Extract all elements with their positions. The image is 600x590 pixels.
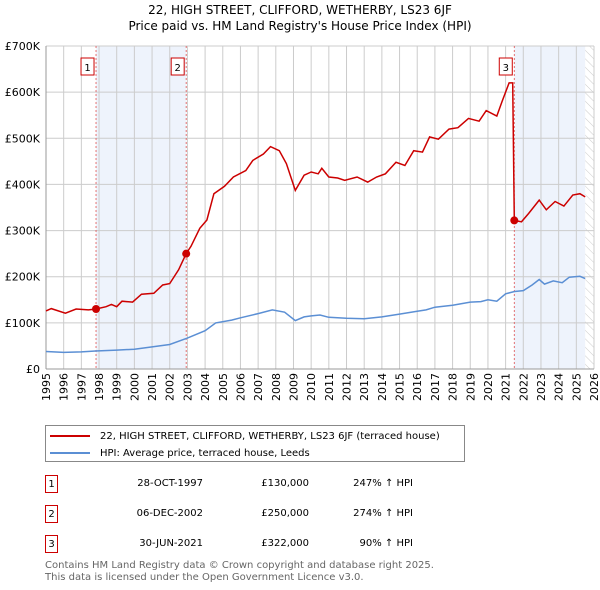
sale-label: 1	[84, 63, 90, 74]
x-tick-label: 2000	[128, 373, 141, 401]
x-tick-label: 2010	[305, 373, 318, 401]
footer-copyright: Contains HM Land Registry data © Crown c…	[45, 560, 434, 571]
y-tick-label: £400K	[5, 178, 41, 191]
x-tick-label: 2014	[376, 373, 389, 401]
x-tick-label: 2023	[535, 373, 548, 401]
sale-label: 3	[503, 63, 509, 74]
legend-swatch-hpi	[50, 452, 90, 454]
x-tick-label: 2021	[500, 373, 513, 401]
footer-licence: This data is licensed under the Open Gov…	[45, 572, 364, 583]
transaction-date: 06-DEC-2002	[136, 508, 203, 519]
chart-subtitle: Price paid vs. HM Land Registry's House …	[128, 19, 472, 33]
x-tick-label: 2008	[270, 373, 283, 401]
transaction-marker: 2	[45, 505, 58, 523]
transaction-date: 30-JUN-2021	[139, 538, 203, 549]
property-price-line	[45, 82, 586, 314]
x-tick-label: 1995	[40, 373, 53, 401]
forecast-hatch	[585, 46, 594, 369]
transaction-row: 1 28-OCT-1997 £130,000 247% ↑ HPI	[45, 475, 465, 495]
legend-label: 22, HIGH STREET, CLIFFORD, WETHERBY, LS2…	[100, 430, 440, 442]
x-tick-label: 2005	[217, 373, 230, 401]
transaction-date: 28-OCT-1997	[137, 478, 203, 489]
x-tick-label: 2013	[358, 373, 371, 401]
sale-label-box	[498, 57, 513, 76]
shaded-range	[96, 46, 187, 369]
x-tick-label: 2018	[447, 373, 460, 401]
transaction-row: 2 06-DEC-2002 £250,000 274% ↑ HPI	[45, 505, 465, 525]
y-tick-label: £0	[26, 363, 40, 376]
x-tick-label: 2017	[429, 373, 442, 401]
x-tick-label: 2016	[411, 373, 424, 401]
transaction-hpi-change: 274% ↑ HPI	[353, 508, 413, 519]
sale-label-box	[80, 57, 95, 76]
hpi-line	[45, 275, 586, 354]
x-tick-label: 2007	[252, 373, 265, 401]
y-tick-label: £100K	[5, 317, 41, 330]
x-tick-label: 2001	[146, 373, 159, 401]
sale-label: 2	[174, 63, 180, 74]
legend-label: HPI: Average price, terraced house, Leed…	[100, 447, 310, 459]
sale-label-box	[170, 57, 185, 76]
transaction-hpi-change: 90% ↑ HPI	[359, 538, 413, 549]
y-tick-label: £200K	[5, 271, 41, 284]
x-tick-label: 2024	[553, 373, 566, 401]
x-tick-label: 2020	[482, 373, 495, 401]
legend-swatch-property	[50, 435, 90, 437]
x-tick-label: 2022	[517, 373, 530, 401]
x-tick-label: 2004	[199, 373, 212, 401]
legend-item-property: 22, HIGH STREET, CLIFFORD, WETHERBY, LS2…	[50, 428, 440, 444]
price-chart: 1995 1996 1997 1998 1999 2000 2001 2002 2003 2004…	[5, 40, 600, 401]
x-tick-label: 2025	[570, 373, 583, 401]
footer: Contains HM Land Registry data © Crown c…	[45, 560, 434, 584]
transaction-hpi-change: 247% ↑ HPI	[353, 478, 413, 489]
transaction-price: £322,000	[261, 538, 309, 549]
transaction-price: £130,000	[261, 478, 309, 489]
transaction-price: £250,000	[261, 508, 309, 519]
transaction-row: 3 30-JUN-2021 £322,000 90% ↑ HPI	[45, 535, 465, 555]
legend-item-hpi: HPI: Average price, terraced house, Leed…	[50, 445, 310, 461]
x-tick-label: 1996	[58, 373, 71, 401]
x-tick-label: 2006	[234, 373, 247, 401]
x-tick-label: 2011	[323, 373, 336, 401]
x-tick-label: 1998	[93, 373, 106, 401]
x-tick-label: 2015	[394, 373, 407, 401]
transaction-marker: 1	[45, 475, 58, 493]
x-tick-label: 2026	[588, 373, 600, 401]
transaction-marker: 3	[45, 535, 58, 553]
y-tick-label: £600K	[5, 86, 41, 99]
y-tick-label: £500K	[5, 132, 41, 145]
x-tick-label: 2012	[341, 373, 354, 401]
sale-point	[510, 216, 519, 225]
y-tick-label: £300K	[5, 225, 41, 238]
y-tick-label: £700K	[5, 40, 41, 53]
x-tick-label: 2003	[181, 373, 194, 401]
x-tick-label: 2009	[287, 373, 300, 401]
x-tick-label: 1999	[111, 373, 124, 401]
x-tick-label: 2019	[464, 373, 477, 401]
sale-point	[92, 305, 101, 314]
sale-point	[182, 249, 191, 258]
chart-title: 22, HIGH STREET, CLIFFORD, WETHERBY, LS2…	[148, 3, 452, 17]
x-tick-label: 2002	[164, 373, 177, 401]
x-tick-label: 1997	[75, 373, 88, 401]
legend: 22, HIGH STREET, CLIFFORD, WETHERBY, LS2…	[45, 425, 465, 462]
